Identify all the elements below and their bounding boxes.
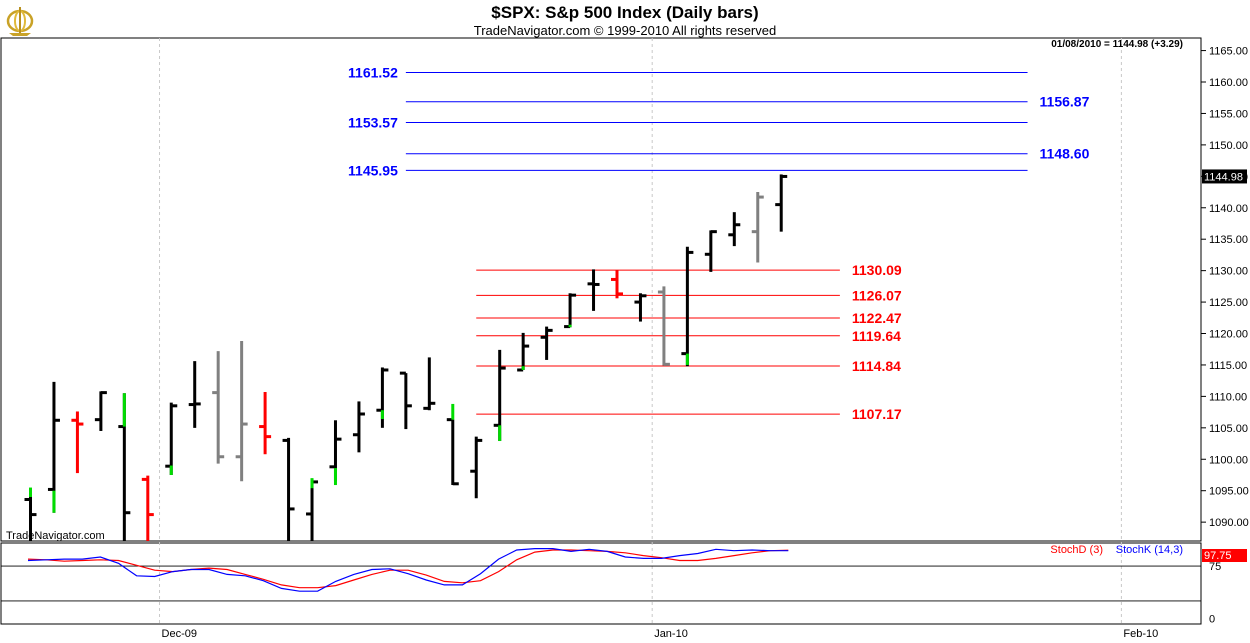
ohlc-bar — [94, 391, 107, 431]
ohlc-bar — [235, 341, 248, 482]
ohlc-bar — [24, 491, 37, 541]
stochastic-layer — [1, 547, 1201, 602]
ohlc-bar — [423, 357, 436, 411]
y-tick-label: 1105.00 — [1209, 423, 1248, 435]
last-price-label: 1144.98 — [1204, 171, 1243, 183]
ohlc-bar — [657, 286, 670, 366]
y-tick-label: 1115.00 — [1209, 360, 1247, 372]
y-tick-label: 1120.00 — [1209, 329, 1248, 341]
y-tick-label: 1155.00 — [1209, 108, 1248, 120]
stochd-series-line — [27, 549, 789, 589]
stochk-series-line — [27, 547, 789, 592]
ohlc-bar — [188, 361, 201, 428]
y-tick-label: 1165.00 — [1209, 46, 1248, 58]
stoch-panel-frame — [0, 542, 1202, 625]
ohlc-bar — [587, 269, 600, 311]
y-tick-label: 1100.00 — [1209, 454, 1248, 466]
stoch-y-tick-label: 0 — [1209, 613, 1215, 625]
red-level-label: 1107.17 — [852, 406, 902, 422]
red-level-label: 1126.07 — [852, 287, 902, 303]
x-tick-label: Dec-09 — [162, 628, 197, 640]
ohlc-bar — [540, 326, 553, 360]
ohlc-bar — [259, 391, 272, 455]
stoch-y-tick-label: 75 — [1209, 561, 1221, 573]
price-bars-layer — [24, 174, 788, 541]
red-level-label: 1130.09 — [852, 262, 902, 278]
y-tick-label: 1125.00 — [1209, 297, 1248, 309]
ohlc-bar — [611, 270, 623, 299]
ohlc-bar — [399, 371, 412, 430]
gyroscope-logo-icon — [6, 7, 34, 36]
y-tick-label: 1140.00 — [1209, 203, 1248, 215]
y-tick-label: 1110.00 — [1209, 391, 1247, 403]
y-tick-label: 1150.00 — [1209, 140, 1248, 152]
y-tick-label: 1160.00 — [1209, 77, 1248, 89]
watermark-text: TradeNavigator.com — [6, 530, 105, 542]
status-readout: 01/08/2010 = 1144.98 (+3.29) — [1051, 39, 1183, 50]
ohlc-bar — [212, 351, 225, 464]
stochk-legend-label: StochK (14,3) — [1116, 544, 1183, 556]
ohlc-bar — [704, 230, 717, 272]
blue-level-label: 1148.60 — [1040, 146, 1090, 162]
ohlc-bar — [470, 436, 483, 499]
x-tick-label: Jan-10 — [654, 628, 688, 640]
grid-layer — [0, 37, 1202, 625]
chart-title: $SPX: S&p 500 Index (Daily bars) — [491, 3, 759, 22]
blue-level-label: 1153.57 — [348, 114, 398, 130]
ohlc-bar — [141, 475, 154, 541]
price-panel-frame — [0, 37, 1202, 542]
x-tick-label: Feb-10 — [1123, 628, 1158, 640]
ohlc-bar — [71, 411, 84, 474]
ohlc-bar — [751, 192, 764, 263]
ohlc-bar — [352, 401, 365, 453]
blue-level-label: 1156.87 — [1040, 94, 1090, 110]
stoch-last-value-label: 97.75 — [1204, 550, 1232, 562]
y-tick-label: 1130.00 — [1209, 266, 1248, 278]
y-tick-label: 1135.00 — [1209, 234, 1248, 246]
chart-subtitle: TradeNavigator.com © 1999-2010 All right… — [473, 23, 777, 38]
ohlc-bar — [282, 437, 295, 541]
y-tick-label: 1090.00 — [1209, 517, 1249, 529]
blue-level-label: 1161.52 — [348, 64, 398, 80]
red-level-label: 1119.64 — [852, 328, 901, 344]
ohlc-bar — [728, 212, 741, 247]
red-level-label: 1114.84 — [852, 358, 901, 374]
ohlc-bar — [634, 293, 647, 322]
stochd-legend-label: StochD (3) — [1050, 544, 1103, 556]
ohlc-bar — [775, 174, 788, 232]
blue-level-label: 1145.95 — [348, 162, 398, 178]
levels-layer: 1161.52 1156.87 1153.57 1148.60 1145.95 1130.… — [348, 64, 1090, 422]
stoch-last-value-box — [1202, 549, 1247, 562]
last-price-box — [1202, 169, 1247, 184]
red-level-label: 1122.47 — [852, 310, 902, 326]
axes-layer: Dec-09 Jan-10 Feb-10 1165.00 1160.00 1155.00 1… — [6, 39, 1249, 640]
y-tick-label: 1095.00 — [1209, 486, 1249, 498]
